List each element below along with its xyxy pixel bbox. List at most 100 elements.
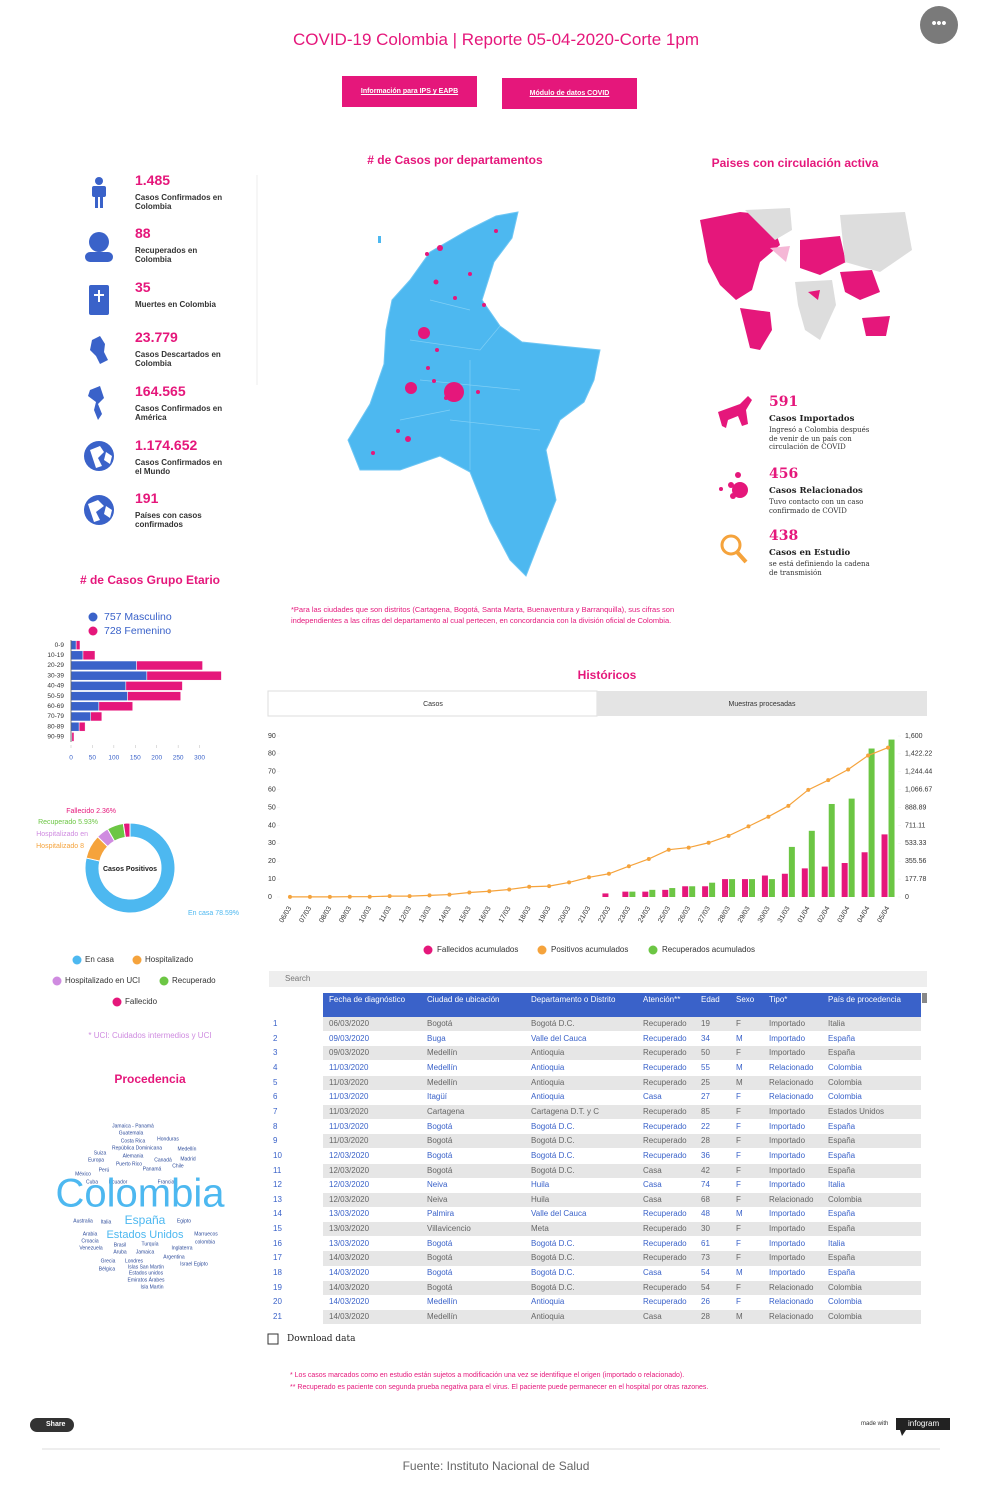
x-tick-label: 03/04 [837,905,852,924]
table-cell: 48 [701,1209,710,1219]
legend-swatch [159,976,169,986]
word: Estados unidos [129,1270,164,1276]
y-tick-label: 70 [268,769,276,776]
table-cell: 14/03/2020 [329,1297,370,1307]
line-point [447,892,452,897]
plane-icon [718,396,752,428]
word: Europa [88,1157,104,1163]
table-cell: 10 [273,1150,282,1160]
word: Israel Egipto [180,1261,208,1267]
table-cell: 12/03/2020 [329,1165,370,1175]
bar [649,889,656,897]
word: Francia [158,1179,175,1185]
bar [629,891,636,897]
table-cell: Palmira [427,1209,455,1219]
download-icon[interactable] [267,1333,279,1345]
download-link[interactable]: Download data [287,1334,356,1344]
table-cell: Relacionado [769,1077,814,1087]
table-cell: Recuperado [643,1253,687,1263]
table-cell: Recuperado [643,1019,687,1028]
table-cell: 4 [273,1062,278,1072]
table-cell: Colombia [828,1062,862,1072]
table-row [323,1104,921,1120]
table-cell: España [828,1048,856,1058]
x-tick-label: 22/03 [597,905,612,924]
type-value: 438 [769,528,799,544]
bar [70,640,77,650]
line-point [746,824,751,829]
word: Croacia [81,1238,98,1244]
table-cell: Bogotá D.C. [531,1282,575,1292]
legend-swatch [88,626,98,636]
x-tick-label: 26/03 [677,905,692,924]
x-tick-label: 07/03 [298,905,313,924]
stat-icons [84,177,114,525]
table-cell: 61 [701,1238,710,1248]
table-cell: Huila [531,1194,550,1204]
stat-label: Casos Descartados en Colombia [135,350,221,368]
table-cell: España [828,1268,856,1278]
table-cell: Colombia [828,1297,862,1307]
search-box[interactable] [269,971,927,987]
table-cell: Colombia [828,1077,862,1087]
table-cell: 25 [701,1077,710,1087]
table-cell: Recuperado [643,1150,687,1160]
legend-label: Fallecidos acumulados [437,945,518,954]
table-cell: Bogotá [427,1136,453,1146]
table-cell: 50 [701,1048,710,1058]
table-cell: Importado [769,1209,806,1219]
table-cell: Importado [769,1253,806,1263]
made-with: made with [861,1421,889,1427]
table-row [323,1031,921,1046]
line-point [786,803,791,808]
table-cell: 7 [273,1106,278,1116]
y-tick-label: 20-29 [47,662,64,669]
word: Aruba [113,1249,127,1255]
link-button[interactable]: Módulo de datos COVID [502,78,637,109]
table-row [323,1266,921,1281]
bar [98,701,133,712]
legend-label: En casa [85,955,114,964]
y2-tick-label: 1,066.67 [905,787,932,794]
bar [78,721,86,732]
line-point [327,894,332,899]
x-tick-label: 24/03 [637,905,652,924]
data-label: Hospitalizado en [36,831,88,838]
x-tick-label: 09/03 [338,905,353,924]
x-tick-label: 04/04 [857,905,872,924]
line-point [726,833,731,838]
word: Colombia [56,1172,226,1216]
table-cell: F [736,1092,741,1102]
legend-swatch [132,955,142,965]
share-label[interactable]: Share [46,1421,66,1428]
table-cell: Importado [769,1238,806,1248]
line-point [367,894,372,899]
table-cell: Villavicencio [427,1224,471,1234]
line-point [846,767,851,772]
table-cell: 26 [701,1297,710,1307]
bar [75,640,81,650]
table-cell: Neiva [427,1194,448,1204]
legend-label: 728 Femenino [104,625,171,637]
y-tick-label: 40 [268,822,276,829]
bar [70,660,137,671]
menu-button[interactable] [920,6,958,44]
table-cell: M [736,1209,743,1219]
x-tick-label: 17/03 [498,905,513,924]
table-cell: 5 [273,1077,278,1087]
word: Emiratos Árabes [128,1276,165,1283]
table-cell: 11/03/2020 [329,1136,369,1146]
tab-active[interactable] [267,690,598,717]
table-cell: 9 [273,1136,278,1146]
share-button[interactable] [30,1418,74,1432]
line-point [646,856,651,861]
tab[interactable] [597,691,927,716]
table-cell: Recuperado [643,1033,687,1043]
stat-value: 35 [135,279,151,295]
bar [70,691,128,701]
tab-label: Muestras procesadas [729,701,796,708]
x-tick-label: 06/03 [278,905,293,924]
word: España [125,1213,166,1227]
link-button[interactable]: Información para IPS y EAPB [342,76,477,107]
stat-label: Casos Confirmados en el Mundo [135,458,223,476]
